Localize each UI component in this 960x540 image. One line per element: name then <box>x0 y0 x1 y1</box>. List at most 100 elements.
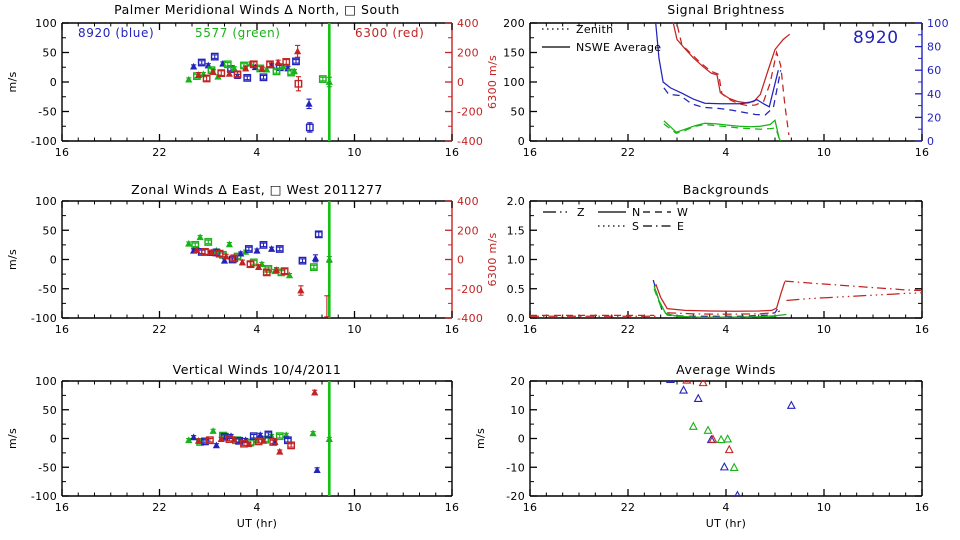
svg-text:NSWE Average: NSWE Average <box>576 41 661 54</box>
svg-text:-400: -400 <box>457 135 483 148</box>
svg-text:400: 400 <box>457 195 479 208</box>
svg-text:8920: 8920 <box>853 28 899 48</box>
svg-text:2.0: 2.0 <box>507 195 525 208</box>
svg-text:80: 80 <box>927 41 942 54</box>
panel-vertical-winds: Vertical Winds 10/4/2011 16 22 4 10 16 -100 -5… <box>0 360 480 540</box>
svg-text:-100: -100 <box>31 490 57 503</box>
svg-text:5577 (green): 5577 (green) <box>195 26 281 40</box>
svg-text:4: 4 <box>253 501 260 514</box>
svg-text:16: 16 <box>915 501 930 514</box>
svg-text:16: 16 <box>445 323 460 336</box>
svg-text:100: 100 <box>35 17 57 30</box>
svg-text:200: 200 <box>457 47 479 60</box>
zonal-winds-title: Zonal Winds Δ East, □ West 2011277 <box>131 182 383 197</box>
svg-text:4: 4 <box>253 323 260 336</box>
svg-text:-200: -200 <box>457 106 483 119</box>
svg-text:m/s: m/s <box>474 428 487 449</box>
svg-text:20: 20 <box>510 375 525 388</box>
panel-signal-brightness: Signal Brightness 16 22 4 10 16 0 50 100 150 200 0… <box>480 0 960 180</box>
svg-text:-10: -10 <box>506 461 525 474</box>
svg-text:100: 100 <box>35 375 57 388</box>
svg-text:-100: -100 <box>31 312 57 325</box>
svg-text:22: 22 <box>621 501 636 514</box>
svg-text:m/s: m/s <box>6 249 19 270</box>
svg-text:W: W <box>677 206 688 219</box>
svg-text:-200: -200 <box>457 283 483 296</box>
svg-text:50: 50 <box>42 224 57 237</box>
svg-text:22: 22 <box>152 501 167 514</box>
svg-text:S: S <box>632 220 639 233</box>
svg-text:22: 22 <box>152 146 167 159</box>
svg-text:UT (hr): UT (hr) <box>237 517 277 530</box>
svg-text:16: 16 <box>523 323 538 336</box>
svg-text:0: 0 <box>50 76 57 89</box>
panel-average-winds: Average Winds 16 22 4 10 16 -20 -10 0 10 20 m/s UT … <box>474 360 960 540</box>
svg-text:10: 10 <box>347 323 362 336</box>
svg-text:6300 m/s: 6300 m/s <box>486 232 499 286</box>
svg-text:40: 40 <box>927 88 942 101</box>
svg-text:22: 22 <box>152 323 167 336</box>
svg-text:8920 (blue): 8920 (blue) <box>78 26 154 40</box>
svg-text:16: 16 <box>915 323 930 336</box>
svg-text:100: 100 <box>927 17 949 30</box>
svg-text:4: 4 <box>722 501 729 514</box>
svg-text:16: 16 <box>445 501 460 514</box>
backgrounds-title: Backgrounds <box>682 182 770 197</box>
svg-text:50: 50 <box>510 106 525 119</box>
svg-text:16: 16 <box>523 146 538 159</box>
svg-text:16: 16 <box>55 323 70 336</box>
svg-text:6300 m/s: 6300 m/s <box>486 55 499 109</box>
svg-text:10: 10 <box>817 501 832 514</box>
svg-text:0: 0 <box>927 135 934 148</box>
svg-text:10: 10 <box>817 323 832 336</box>
svg-text:Zenith: Zenith <box>576 23 613 36</box>
svg-text:Z: Z <box>577 206 585 219</box>
svg-text:100: 100 <box>35 195 57 208</box>
svg-text:-400: -400 <box>457 312 483 325</box>
svg-text:m/s: m/s <box>6 71 19 92</box>
svg-text:22: 22 <box>621 146 636 159</box>
svg-text:0.0: 0.0 <box>507 312 525 325</box>
svg-text:16: 16 <box>55 501 70 514</box>
svg-text:0: 0 <box>518 135 525 148</box>
svg-text:16: 16 <box>445 146 460 159</box>
svg-text:0.5: 0.5 <box>507 283 525 296</box>
svg-text:10: 10 <box>510 404 525 417</box>
svg-text:20: 20 <box>927 111 942 124</box>
svg-text:16: 16 <box>523 501 538 514</box>
panel-meridional-winds: Palmer Meridional Winds Δ North, □ South… <box>0 0 499 180</box>
svg-text:16: 16 <box>55 146 70 159</box>
svg-text:10: 10 <box>347 501 362 514</box>
svg-text:100: 100 <box>503 76 525 89</box>
svg-text:4: 4 <box>253 146 260 159</box>
svg-text:16: 16 <box>915 146 930 159</box>
svg-text:0: 0 <box>50 433 57 446</box>
svg-text:200: 200 <box>503 17 525 30</box>
svg-text:N: N <box>632 206 641 219</box>
svg-text:50: 50 <box>42 47 57 60</box>
svg-text:-20: -20 <box>506 490 525 503</box>
svg-text:150: 150 <box>503 47 525 60</box>
svg-text:4: 4 <box>722 323 729 336</box>
meridional-winds-title: Palmer Meridional Winds Δ North, □ South <box>114 2 400 17</box>
svg-text:50: 50 <box>42 404 57 417</box>
svg-text:-50: -50 <box>38 106 57 119</box>
svg-text:10: 10 <box>817 146 832 159</box>
svg-text:-100: -100 <box>31 135 57 148</box>
signal-brightness-chart: 16 22 4 10 160501001502000204060801008920Zen… <box>503 17 949 159</box>
svg-text:-50: -50 <box>38 283 57 296</box>
svg-text:m/s: m/s <box>6 428 19 449</box>
svg-text:4: 4 <box>722 146 729 159</box>
svg-text:10: 10 <box>347 146 362 159</box>
svg-text:UT (hr): UT (hr) <box>706 517 746 530</box>
svg-text:6300 (red): 6300 (red) <box>355 26 424 40</box>
svg-text:200: 200 <box>457 224 479 237</box>
svg-text:60: 60 <box>927 64 942 77</box>
svg-text:1.0: 1.0 <box>507 254 525 267</box>
svg-text:-50: -50 <box>38 461 57 474</box>
